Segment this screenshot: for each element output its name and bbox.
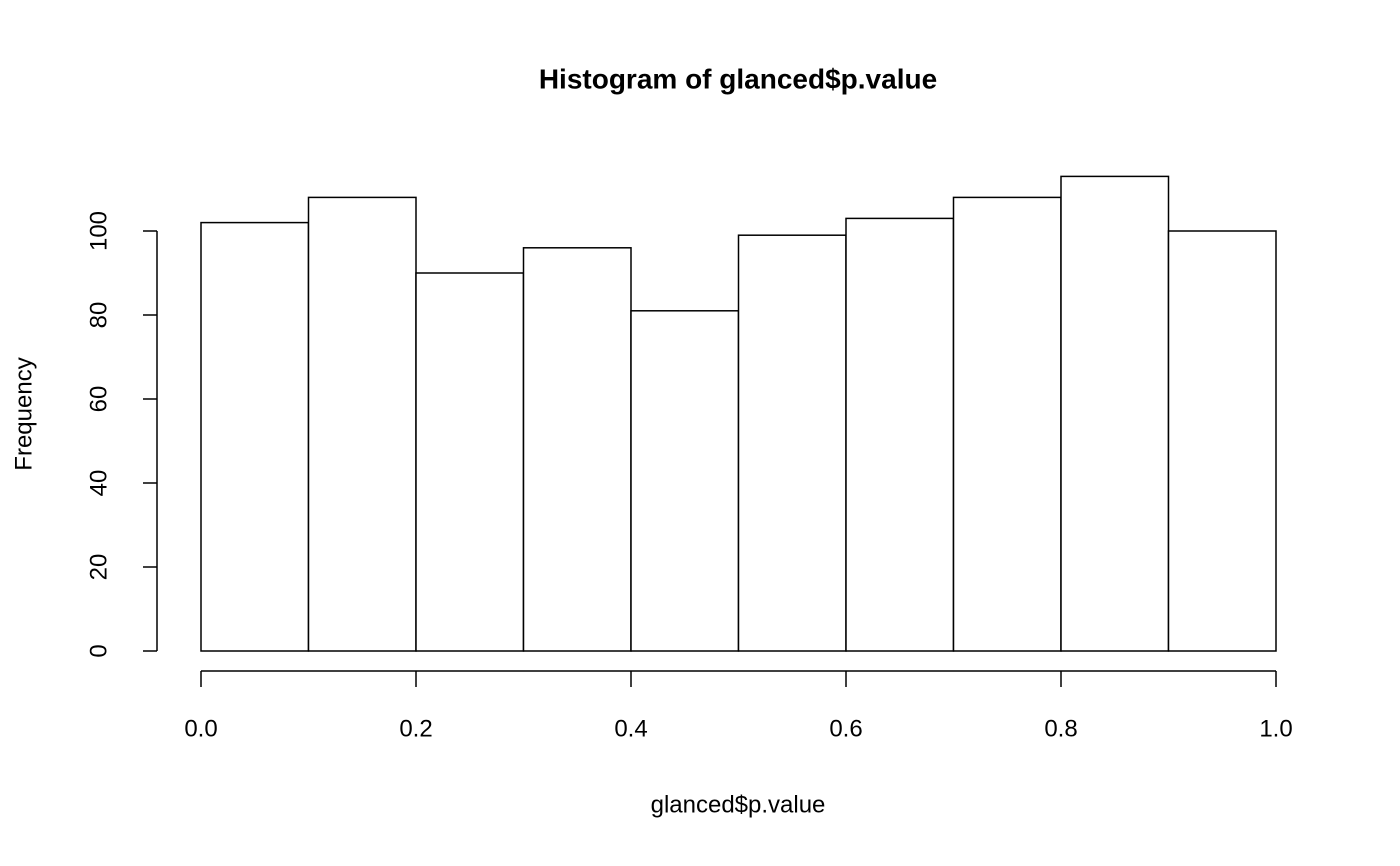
bar (952, 196, 1062, 652)
bar (200, 221, 310, 652)
bar (737, 234, 847, 652)
x-tick-label: 0.2 (399, 715, 432, 742)
x-tick-label: 0.0 (184, 715, 217, 742)
x-tick-label: 0.4 (614, 715, 647, 742)
y-tick-label: 60 (85, 386, 112, 413)
bar (307, 196, 417, 652)
bar (1167, 230, 1277, 652)
chart-title: Histogram of glanced$p.value (539, 63, 937, 94)
bar (522, 247, 632, 652)
x-tick-label: 1.0 (1259, 715, 1292, 742)
bar (630, 310, 740, 652)
bar (1060, 175, 1170, 652)
x-axis-label: glanced$p.value (651, 791, 826, 818)
y-tick-label: 0 (85, 644, 112, 657)
bar (415, 272, 525, 652)
y-tick-label: 40 (85, 470, 112, 497)
y-tick-label: 20 (85, 554, 112, 581)
x-tick-label: 0.6 (829, 715, 862, 742)
bar (845, 217, 955, 652)
y-tick-label: 100 (85, 211, 112, 251)
x-tick-label: 0.8 (1044, 715, 1077, 742)
y-axis-label: Frequency (10, 357, 37, 470)
y-tick-label: 80 (85, 302, 112, 329)
